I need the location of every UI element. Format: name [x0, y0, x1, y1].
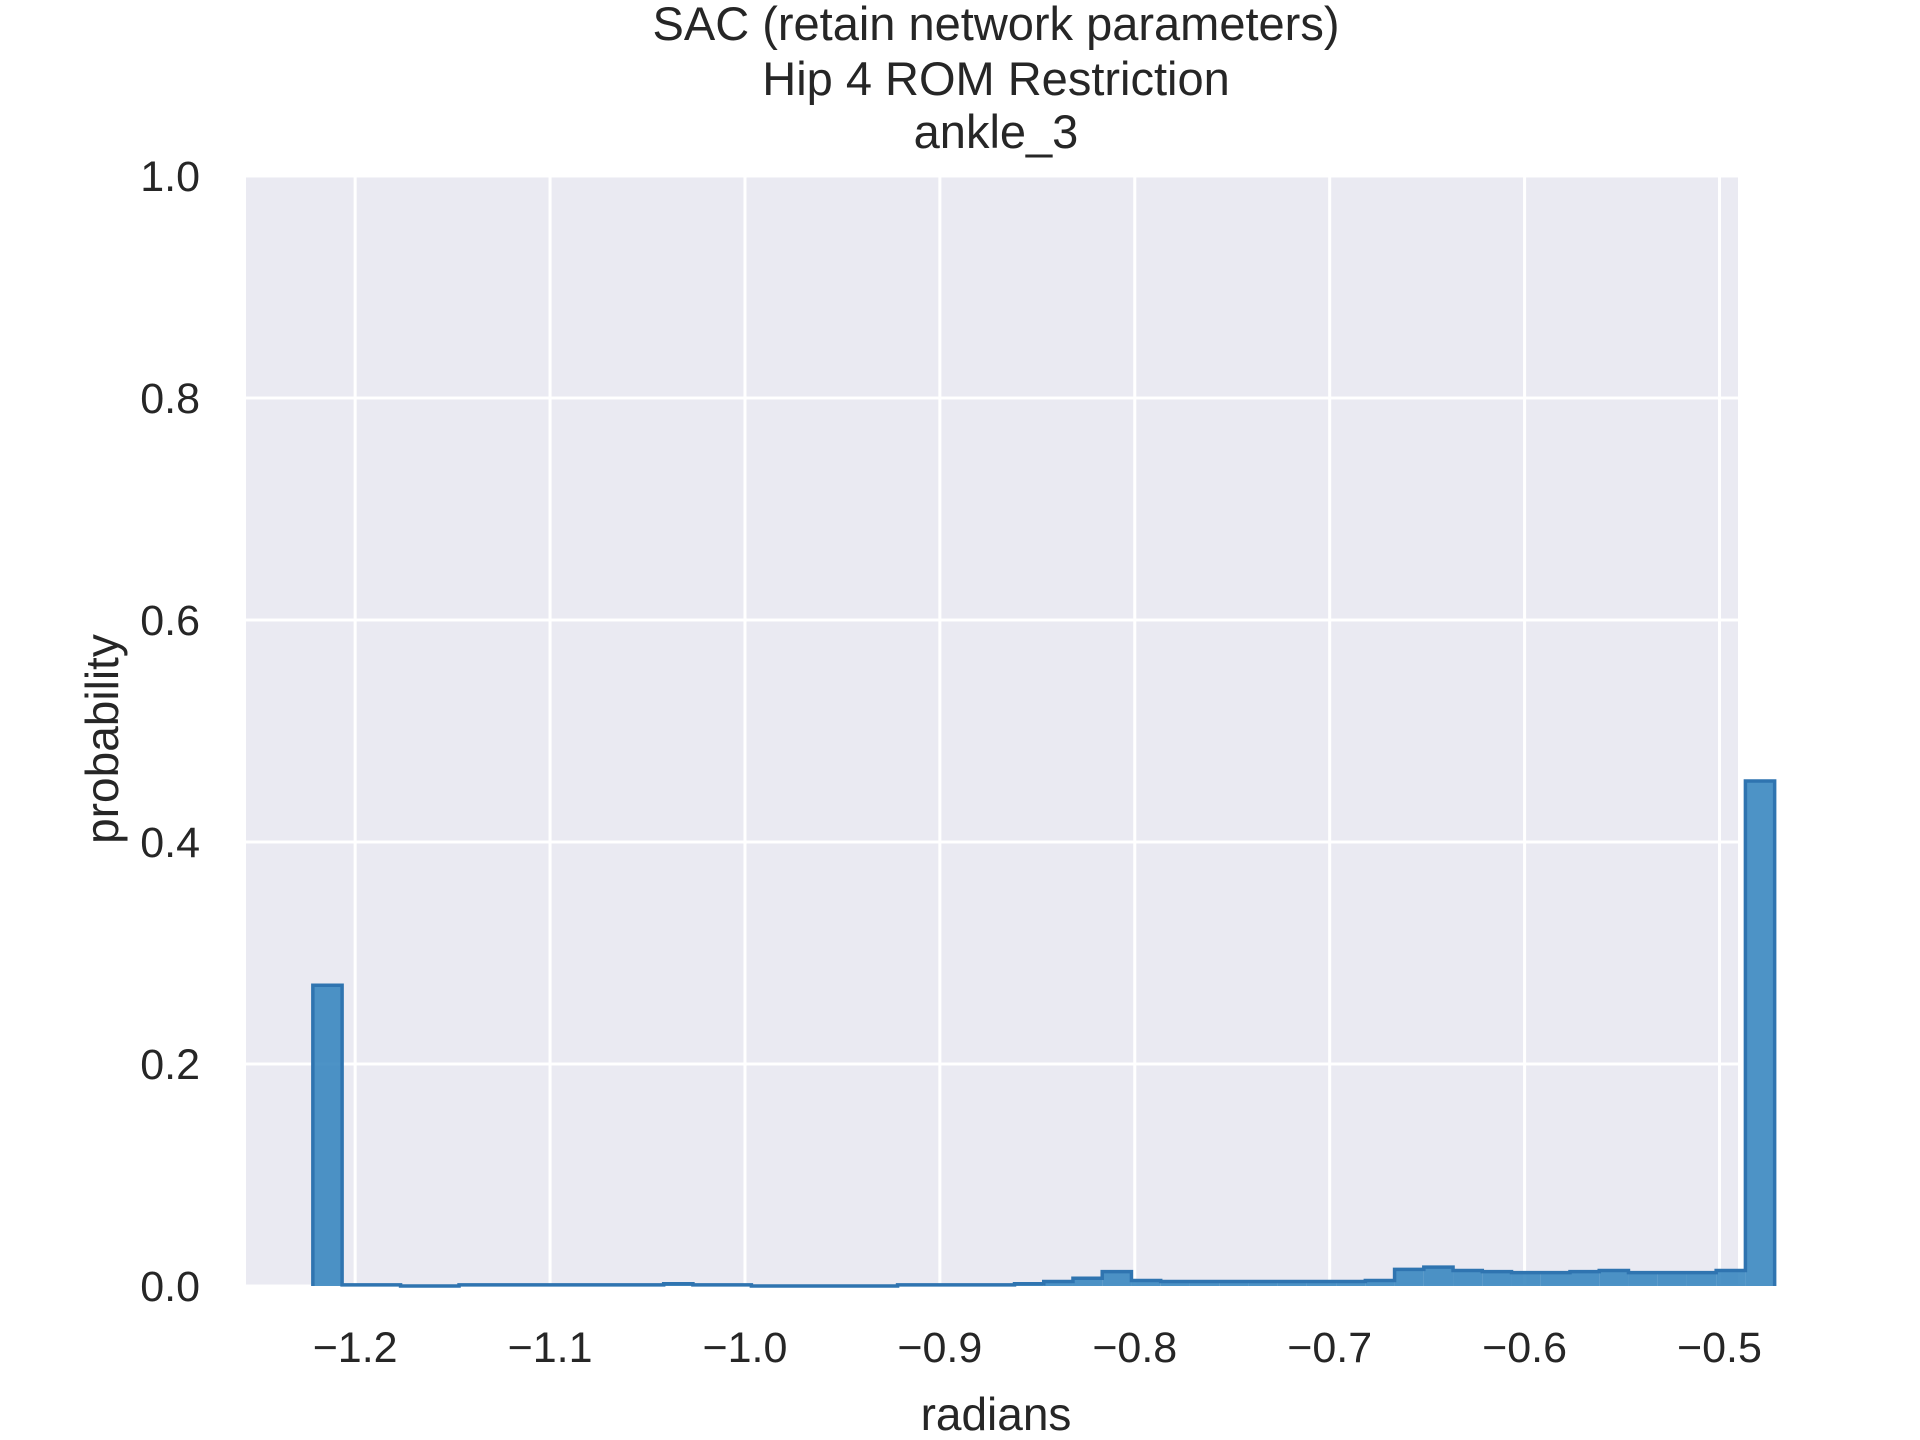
title-line-2: Hip 4 ROM Restriction: [762, 52, 1230, 105]
x-tick-label: −0.6: [1482, 1324, 1567, 1372]
histogram-bar: [1569, 1271, 1600, 1286]
histogram-bar: [1745, 780, 1775, 1286]
histogram-outline: [311, 779, 1777, 1288]
histogram-bar: [1248, 1281, 1278, 1286]
y-tick-label: 0.6: [140, 597, 200, 645]
histogram-bar: [1628, 1272, 1658, 1286]
chart-title: SAC (retain network parameters) Hip 4 RO…: [653, 0, 1340, 158]
histogram-bar: [1686, 1272, 1717, 1286]
histogram-bar: [1453, 1270, 1483, 1286]
histogram-bars: [312, 780, 1775, 1286]
x-tick-label: −0.7: [1287, 1324, 1372, 1372]
histogram-bar: [1423, 1267, 1454, 1286]
title-line-3: ankle_3: [914, 105, 1079, 158]
histogram-bar: [1160, 1281, 1190, 1286]
x-tick-label: −0.8: [1092, 1324, 1177, 1372]
histogram-bar: [1131, 1280, 1161, 1286]
histogram-bar: [1540, 1272, 1570, 1286]
histogram-bar: [1102, 1271, 1132, 1286]
histogram-bar: [1219, 1281, 1249, 1286]
histogram-bar: [1716, 1270, 1746, 1286]
histogram-bar: [1599, 1270, 1629, 1286]
plot-area: [246, 176, 1738, 1286]
x-tick-label: −1.0: [703, 1324, 788, 1372]
x-tick-label: −1.1: [508, 1324, 593, 1372]
x-tick-labels: −1.2 −1.1 −1.0 −0.9 −0.8 −0.7 −0.6 −0.5: [313, 1324, 1762, 1372]
grid-lines: [246, 174, 1738, 1288]
histogram-bar: [1511, 1272, 1541, 1286]
x-tick-label: −0.5: [1677, 1324, 1762, 1372]
histogram-bar: [1482, 1271, 1512, 1286]
histogram-bar: [1072, 1278, 1103, 1286]
histogram-bar: [1657, 1272, 1687, 1286]
histogram-bar: [312, 985, 343, 1286]
y-axis-label: probability: [76, 634, 128, 844]
histogram-bar: [1394, 1269, 1424, 1286]
y-tick-label: 0.8: [140, 375, 200, 423]
y-tick-label: 0.0: [140, 1263, 200, 1311]
title-line-1: SAC (retain network parameters): [653, 0, 1340, 50]
y-tick-label: 0.4: [140, 819, 200, 867]
histogram-bar: [1306, 1281, 1337, 1286]
y-tick-labels: 0.0 0.2 0.4 0.6 0.8 1.0: [140, 153, 200, 1311]
y-tick-label: 0.2: [140, 1041, 200, 1089]
histogram-bar: [1336, 1281, 1366, 1286]
histogram-bar: [1365, 1280, 1395, 1286]
histogram-bar: [1277, 1281, 1307, 1286]
x-tick-label: −1.2: [313, 1324, 398, 1372]
histogram-bar: [1043, 1281, 1073, 1286]
histogram-bar: [1189, 1281, 1220, 1286]
y-tick-label: 1.0: [140, 153, 200, 201]
x-axis-label: radians: [921, 1388, 1072, 1440]
x-tick-label: −0.9: [897, 1324, 982, 1372]
